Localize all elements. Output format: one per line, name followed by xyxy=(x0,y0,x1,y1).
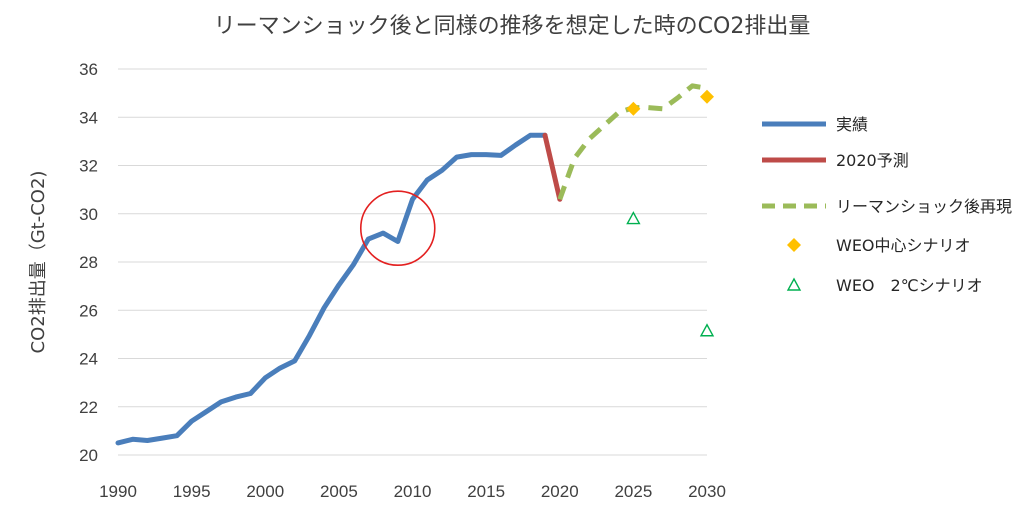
x-tick-label: 2020 xyxy=(541,482,579,501)
y-axis-label: CO2排出量（Gt-CO2) xyxy=(28,171,49,354)
y-tick-label: 22 xyxy=(79,398,98,417)
weo-2c-point xyxy=(626,211,641,225)
x-tick-label: 2025 xyxy=(614,482,652,501)
x-tick-label: 2000 xyxy=(246,482,284,501)
legend-swatch xyxy=(786,277,802,291)
x-tick-label: 2015 xyxy=(467,482,505,501)
legend-swatch xyxy=(787,238,801,252)
forecast-2020-line xyxy=(542,132,563,202)
highlight-circle xyxy=(359,190,436,267)
y-tick-label: 36 xyxy=(79,60,98,79)
y-axis-ticks: 20 22 24 26 28 30 32 34 36 xyxy=(79,60,98,465)
y-tick-label: 26 xyxy=(79,301,98,320)
x-axis-ticks: 1990 1995 2000 2005 2010 2015 2020 2025 2030 xyxy=(99,482,726,501)
weo-center-point xyxy=(626,101,641,116)
weo-center-point xyxy=(700,89,714,104)
actual-line xyxy=(115,132,548,446)
y-tick-label: 30 xyxy=(79,205,98,224)
x-tick-label: 1990 xyxy=(99,482,137,501)
y-tick-label: 20 xyxy=(79,446,98,465)
legend-label: 実績 xyxy=(836,115,868,134)
legend-label: WEO 2℃シナリオ xyxy=(836,276,983,295)
x-tick-label: 2010 xyxy=(394,482,432,501)
weo-2c-point xyxy=(699,323,715,337)
chart-title: リーマンショック後と同様の推移を想定した時のCO2排出量 xyxy=(214,14,811,39)
x-tick-label: 2030 xyxy=(688,482,726,501)
plot-area xyxy=(115,83,715,446)
y-tick-label: 28 xyxy=(79,253,98,272)
legend-label: WEO中心シナリオ xyxy=(836,236,971,255)
legend-label: リーマンショック後再現 xyxy=(836,197,1012,216)
x-tick-label: 2005 xyxy=(320,482,358,501)
y-tick-label: 24 xyxy=(79,350,98,369)
y-tick-label: 32 xyxy=(79,157,98,176)
y-tick-label: 34 xyxy=(79,108,98,127)
x-tick-label: 1995 xyxy=(173,482,211,501)
legend-label: 2020予測 xyxy=(836,151,909,170)
